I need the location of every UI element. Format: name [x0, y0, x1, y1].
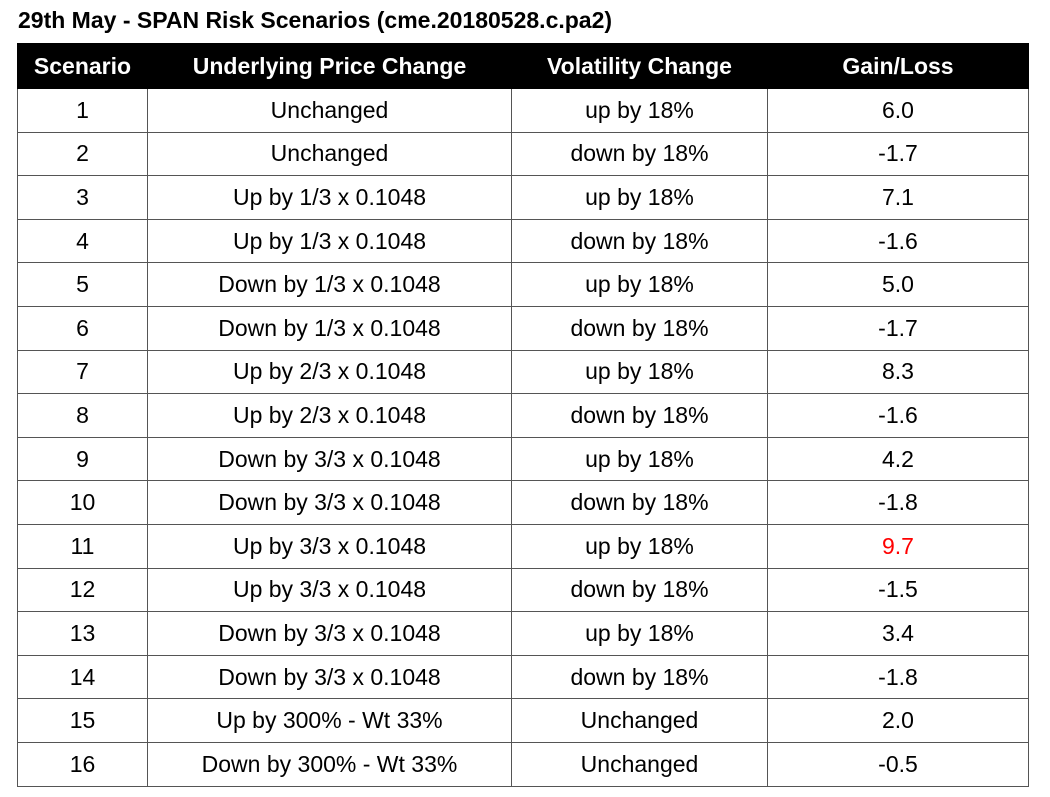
cell-volatility-change: up by 18%: [511, 175, 768, 220]
cell-volatility-change: down by 18%: [511, 131, 768, 177]
header-scenario: Scenario: [17, 43, 148, 89]
cell-gain-loss: 9.7: [767, 523, 1029, 569]
cell-scenario: 14: [17, 654, 148, 700]
cell-gain-loss: -1.6: [767, 393, 1029, 438]
table-row: 8 Up by 2/3 x 0.1048 down by 18% -1.6: [17, 393, 1029, 438]
cell-gain-loss: -1.8: [767, 654, 1029, 700]
cell-scenario: 6: [17, 305, 148, 351]
cell-gain-loss: -1.5: [767, 567, 1029, 613]
cell-underlying-price-change: Up by 2/3 x 0.1048: [147, 349, 512, 395]
cell-underlying-price-change: Up by 300% - Wt 33%: [147, 698, 512, 743]
cell-volatility-change: up by 18%: [511, 88, 768, 133]
cell-scenario: 5: [17, 262, 148, 307]
table-row: 4 Up by 1/3 x 0.1048 down by 18% -1.6: [17, 218, 1029, 264]
cell-underlying-price-change: Unchanged: [147, 88, 512, 133]
cell-volatility-change: up by 18%: [511, 262, 768, 307]
table-row: 6 Down by 1/3 x 0.1048 down by 18% -1.7: [17, 305, 1029, 351]
table-row: 15 Up by 300% - Wt 33% Unchanged 2.0: [17, 698, 1029, 743]
cell-scenario: 9: [17, 436, 148, 482]
table-row: 2 Unchanged down by 18% -1.7: [17, 131, 1029, 177]
cell-volatility-change: down by 18%: [511, 480, 768, 525]
cell-underlying-price-change: Up by 3/3 x 0.1048: [147, 523, 512, 569]
cell-gain-loss: -1.6: [767, 218, 1029, 264]
cell-volatility-change: down by 18%: [511, 305, 768, 351]
page-title: 29th May - SPAN Risk Scenarios (cme.2018…: [18, 7, 613, 33]
table-row: 7 Up by 2/3 x 0.1048 up by 18% 8.3: [17, 349, 1029, 395]
cell-gain-loss: -0.5: [767, 741, 1029, 787]
table-row: 16 Down by 300% - Wt 33% Unchanged -0.5: [17, 741, 1029, 787]
cell-gain-loss: 7.1: [767, 175, 1029, 220]
cell-volatility-change: down by 18%: [511, 654, 768, 700]
cell-underlying-price-change: Down by 1/3 x 0.1048: [147, 305, 512, 351]
cell-scenario: 3: [17, 175, 148, 220]
cell-gain-loss: 5.0: [767, 262, 1029, 307]
span-risk-scenarios-table: Scenario Underlying Price Change Volatil…: [17, 43, 1029, 787]
table-row: 1 Unchanged up by 18% 6.0: [17, 88, 1029, 133]
cell-gain-loss: -1.7: [767, 131, 1029, 177]
cell-volatility-change: down by 18%: [511, 218, 768, 264]
header-gain-loss: Gain/Loss: [767, 43, 1029, 89]
cell-underlying-price-change: Up by 2/3 x 0.1048: [147, 393, 512, 438]
table-row: 13 Down by 3/3 x 0.1048 up by 18% 3.4: [17, 611, 1029, 656]
cell-volatility-change: up by 18%: [511, 523, 768, 569]
cell-underlying-price-change: Up by 3/3 x 0.1048: [147, 567, 512, 613]
table-row: 5 Down by 1/3 x 0.1048 up by 18% 5.0: [17, 262, 1029, 307]
table-row: 9 Down by 3/3 x 0.1048 up by 18% 4.2: [17, 436, 1029, 482]
cell-underlying-price-change: Down by 3/3 x 0.1048: [147, 436, 512, 482]
cell-underlying-price-change: Down by 1/3 x 0.1048: [147, 262, 512, 307]
cell-gain-loss: 3.4: [767, 611, 1029, 656]
header-underlying-price-change: Underlying Price Change: [147, 43, 512, 89]
table-row: 11 Up by 3/3 x 0.1048 up by 18% 9.7: [17, 523, 1029, 569]
cell-scenario: 10: [17, 480, 148, 525]
cell-scenario: 15: [17, 698, 148, 743]
cell-volatility-change: Unchanged: [511, 741, 768, 787]
table-row: 3 Up by 1/3 x 0.1048 up by 18% 7.1: [17, 175, 1029, 220]
header-volatility-change: Volatility Change: [511, 43, 768, 89]
cell-gain-loss: -1.8: [767, 480, 1029, 525]
cell-gain-loss: 8.3: [767, 349, 1029, 395]
cell-scenario: 13: [17, 611, 148, 656]
cell-volatility-change: Unchanged: [511, 698, 768, 743]
cell-scenario: 11: [17, 523, 148, 569]
cell-gain-loss: 4.2: [767, 436, 1029, 482]
table-row: 10 Down by 3/3 x 0.1048 down by 18% -1.8: [17, 480, 1029, 525]
cell-gain-loss: 6.0: [767, 88, 1029, 133]
cell-underlying-price-change: Unchanged: [147, 131, 512, 177]
cell-underlying-price-change: Down by 3/3 x 0.1048: [147, 654, 512, 700]
cell-scenario: 7: [17, 349, 148, 395]
cell-scenario: 4: [17, 218, 148, 264]
cell-scenario: 16: [17, 741, 148, 787]
cell-volatility-change: up by 18%: [511, 436, 768, 482]
cell-volatility-change: up by 18%: [511, 611, 768, 656]
cell-underlying-price-change: Down by 3/3 x 0.1048: [147, 611, 512, 656]
cell-scenario: 12: [17, 567, 148, 613]
cell-scenario: 1: [17, 88, 148, 133]
cell-underlying-price-change: Up by 1/3 x 0.1048: [147, 218, 512, 264]
cell-gain-loss: -1.7: [767, 305, 1029, 351]
cell-scenario: 2: [17, 131, 148, 177]
table-header-row: Scenario Underlying Price Change Volatil…: [17, 43, 1029, 89]
cell-gain-loss: 2.0: [767, 698, 1029, 743]
cell-underlying-price-change: Up by 1/3 x 0.1048: [147, 175, 512, 220]
cell-volatility-change: down by 18%: [511, 567, 768, 613]
table-row: 14 Down by 3/3 x 0.1048 down by 18% -1.8: [17, 654, 1029, 700]
table-row: 12 Up by 3/3 x 0.1048 down by 18% -1.5: [17, 567, 1029, 613]
table-body: 1 Unchanged up by 18% 6.0 2 Unchanged down by …: [17, 88, 1029, 787]
cell-underlying-price-change: Down by 300% - Wt 33%: [147, 741, 512, 787]
cell-volatility-change: down by 18%: [511, 393, 768, 438]
cell-volatility-change: up by 18%: [511, 349, 768, 395]
cell-scenario: 8: [17, 393, 148, 438]
cell-underlying-price-change: Down by 3/3 x 0.1048: [147, 480, 512, 525]
